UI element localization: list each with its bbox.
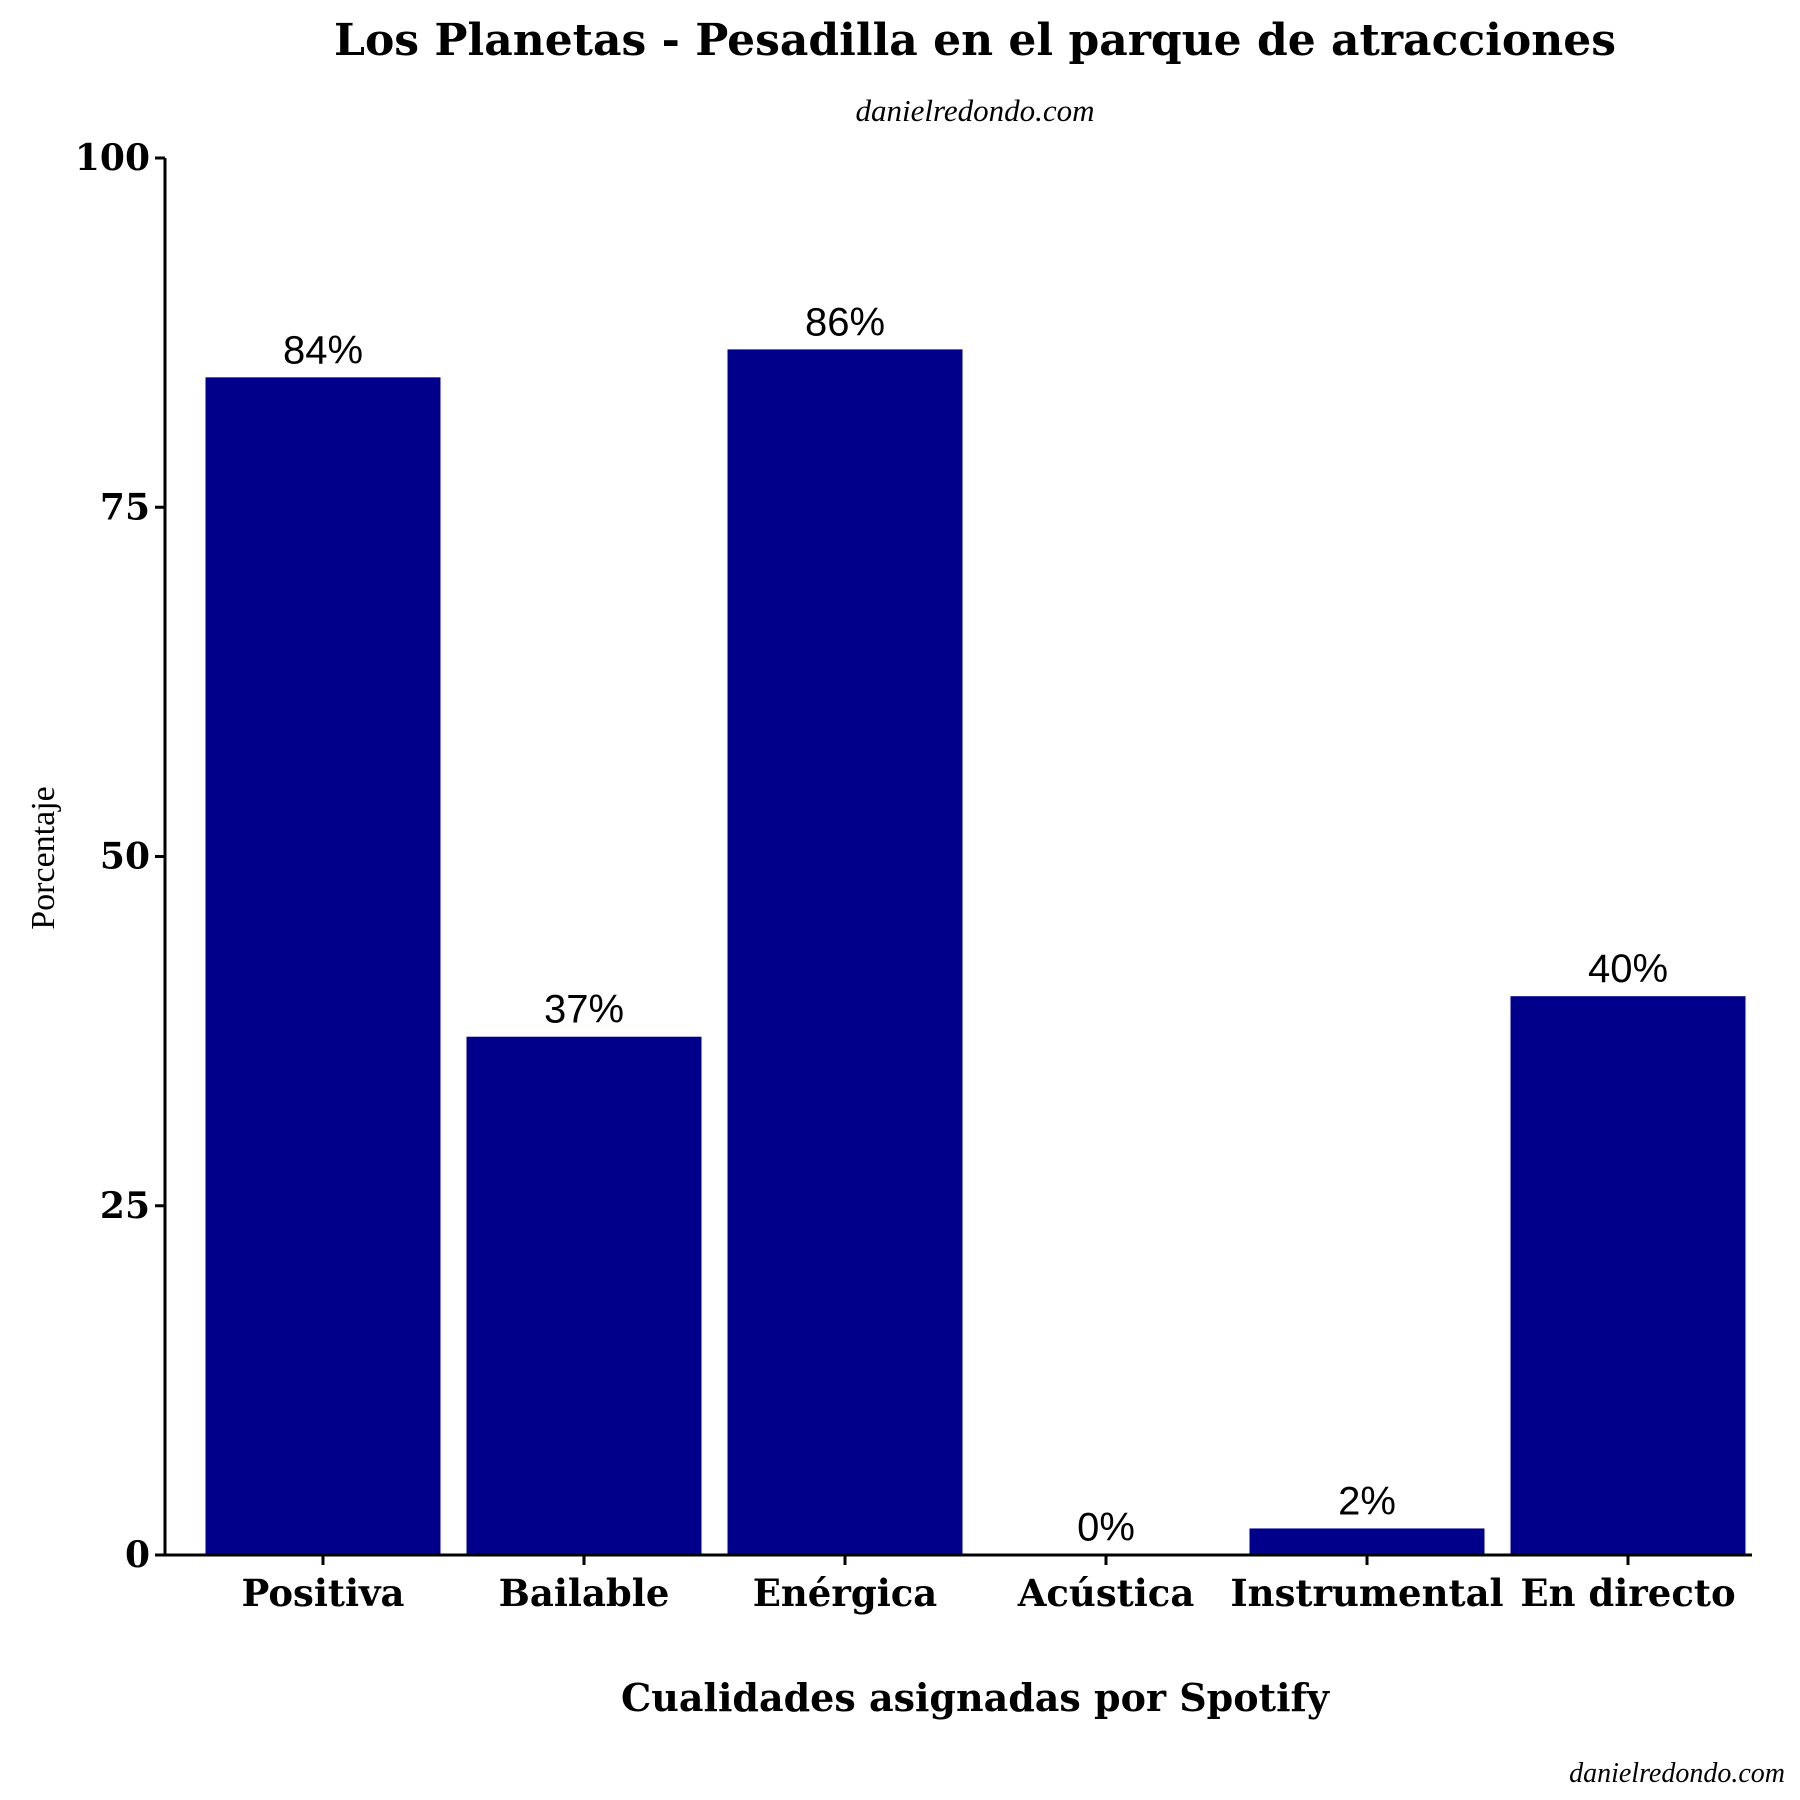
bar-value-label-0: 84% (283, 328, 363, 372)
x-tick-label-5: En directo (1520, 1571, 1735, 1615)
chart-title: Los Planetas - Pesadilla en el parque de… (334, 15, 1616, 66)
x-tick-label-0: Positiva (241, 1571, 404, 1615)
bar-4 (1249, 1528, 1485, 1555)
x-tick-label-2: Enérgica (753, 1571, 938, 1615)
x-axis-title: Cualidades asignadas por Spotify (621, 1675, 1330, 1720)
bar-value-label-1: 37% (544, 988, 624, 1032)
y-tick-label-1: 25 (100, 1185, 150, 1227)
y-axis-title: Porcentaje (25, 786, 62, 930)
bar-1 (466, 1036, 702, 1555)
bar-value-label-4: 2% (1338, 1479, 1396, 1523)
bar-2 (727, 349, 963, 1555)
plot-area: 84% 37% 86% 0% 2% 40% 0 25 50 75 100 Positiva Bailab… (75, 137, 1752, 1615)
chart-caption: danielredondo.com (1569, 1758, 1785, 1789)
x-tick-label-1: Bailable (499, 1571, 670, 1615)
bar-value-label-3: 0% (1077, 1505, 1135, 1549)
bar-value-label-2: 86% (805, 300, 885, 344)
x-tick-label-4: Instrumental (1230, 1571, 1503, 1615)
y-tick-label-4: 100 (75, 137, 150, 179)
y-tick-label-2: 50 (100, 836, 150, 878)
bar-5 (1510, 996, 1746, 1555)
bar-value-label-5: 40% (1588, 947, 1668, 991)
chart-subtitle: danielredondo.com (855, 93, 1094, 128)
y-tick-label-0: 0 (125, 1534, 150, 1576)
y-tick-label-3: 75 (100, 486, 150, 528)
bar-0 (205, 377, 441, 1556)
x-tick-label-3: Acústica (1017, 1571, 1195, 1615)
